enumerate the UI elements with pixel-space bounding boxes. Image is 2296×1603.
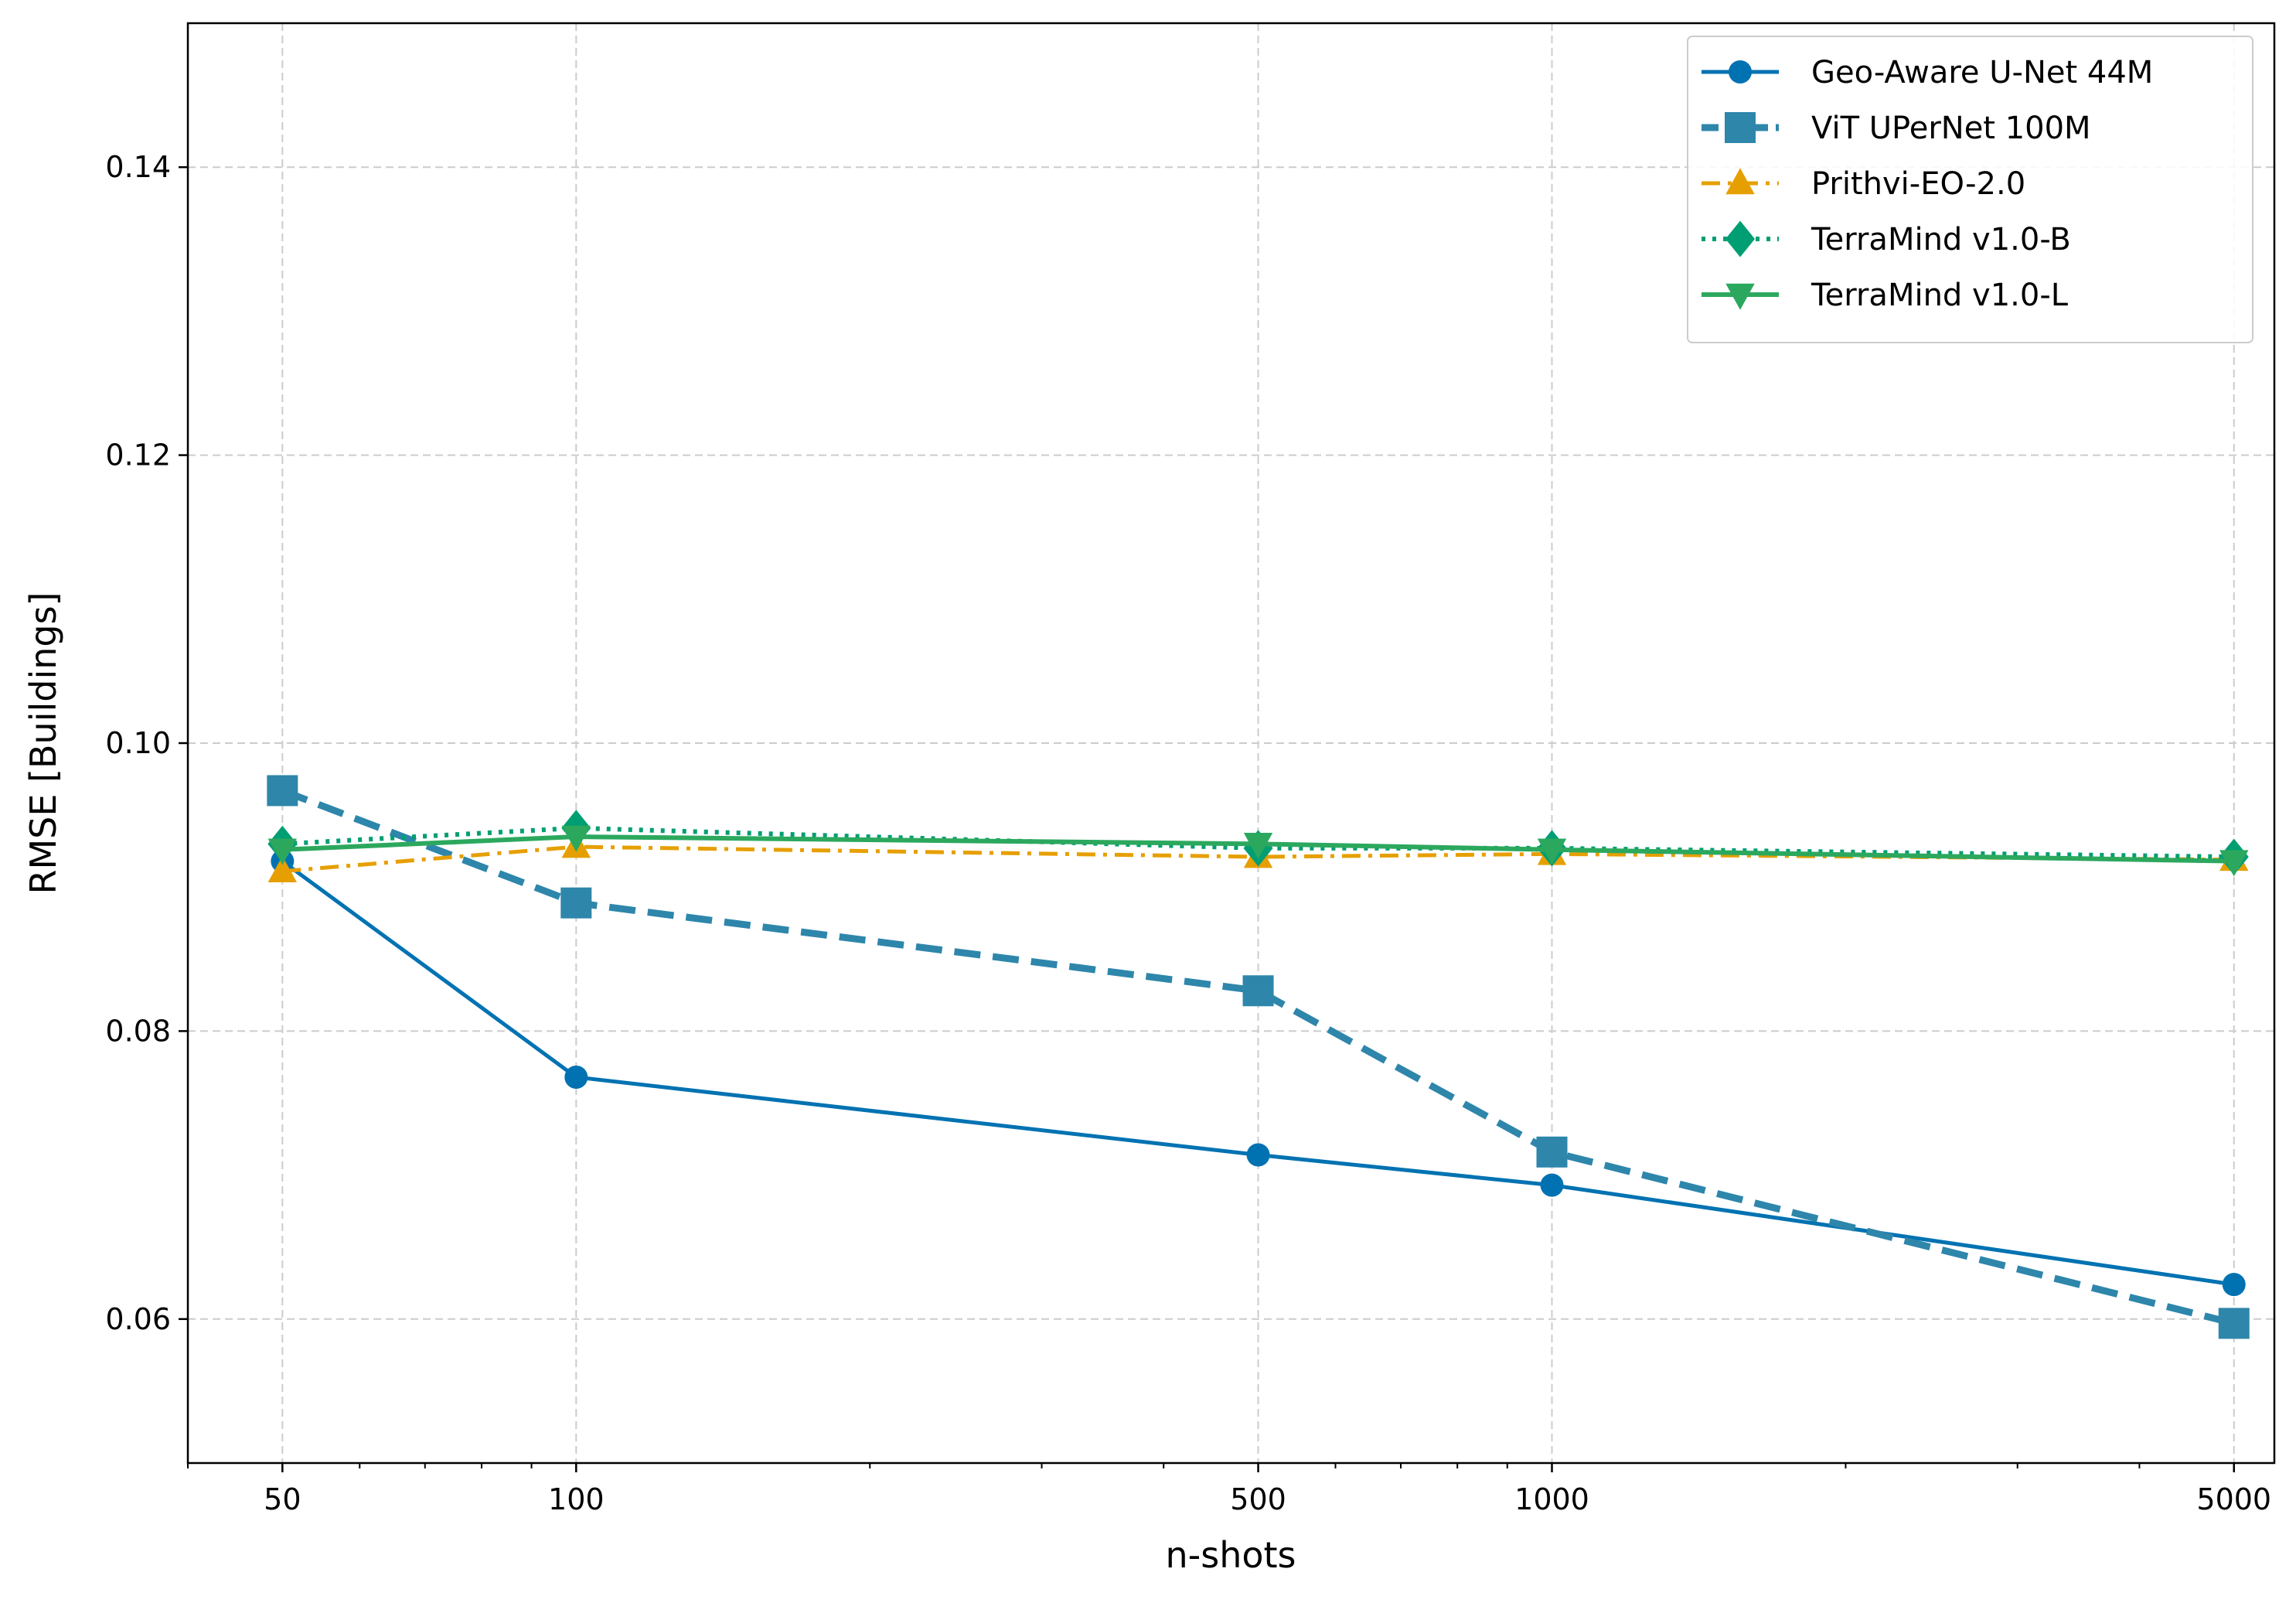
x-tick-label: 100 bbox=[548, 1482, 605, 1516]
y-tick-label: 0.08 bbox=[105, 1014, 171, 1048]
legend-label: TerraMind v1.0-L bbox=[1811, 278, 2069, 313]
legend-label: Prithvi-EO-2.0 bbox=[1811, 166, 2025, 202]
data-point bbox=[267, 855, 298, 882]
x-tick-label: 50 bbox=[264, 1482, 301, 1516]
x-tick-label: 500 bbox=[1230, 1482, 1286, 1516]
legend-marker bbox=[1725, 112, 1756, 143]
x-tick-label: 1000 bbox=[1514, 1482, 1589, 1516]
x-axis-label: n-shots bbox=[1165, 1534, 1296, 1576]
data-point bbox=[1536, 1136, 1568, 1168]
data-point bbox=[267, 838, 298, 865]
series-line bbox=[281, 787, 2235, 1327]
data-point bbox=[2222, 1273, 2246, 1297]
series-2 bbox=[267, 775, 2250, 1339]
axes: 0.06 0.08 0.10 0.12 0.14 50 100 500 1000 5000 bbox=[105, 150, 2271, 1516]
y-axis-label: RMSE [Buildings] bbox=[22, 592, 64, 895]
data-point bbox=[267, 775, 298, 807]
data-point bbox=[2219, 850, 2249, 877]
data-point bbox=[561, 825, 591, 852]
data-point bbox=[1246, 1143, 1270, 1167]
legend-marker bbox=[1729, 60, 1752, 84]
data-point bbox=[1540, 1173, 1564, 1197]
legend: Geo-Aware U-Net 44M ViT UPerNet 100M Prith… bbox=[1687, 36, 2253, 343]
legend-marker bbox=[1725, 283, 1755, 310]
y-tick-label: 0.10 bbox=[105, 726, 171, 760]
legend-label: ViT UPerNet 100M bbox=[1811, 111, 2091, 146]
legend-marker bbox=[1725, 168, 1755, 195]
x-tick-label: 5000 bbox=[2196, 1482, 2271, 1516]
grid bbox=[188, 23, 2274, 1463]
legend-label: Geo-Aware U-Net 44M bbox=[1811, 55, 2153, 90]
legend-label: TerraMind v1.0-B bbox=[1811, 222, 2071, 258]
data-point bbox=[1537, 838, 1567, 865]
data-point bbox=[1243, 833, 1273, 860]
y-tick-label: 0.14 bbox=[105, 150, 171, 184]
data-point bbox=[560, 887, 592, 919]
series-layer bbox=[267, 775, 2250, 1339]
data-point bbox=[2218, 1308, 2250, 1339]
series-5 bbox=[267, 825, 2249, 877]
y-tick-label: 0.06 bbox=[105, 1302, 171, 1336]
data-point bbox=[564, 1065, 588, 1089]
y-tick-label: 0.12 bbox=[105, 438, 171, 472]
legend-marker bbox=[1725, 220, 1755, 258]
data-point bbox=[1242, 975, 1274, 1007]
legend-box bbox=[1687, 36, 2253, 343]
